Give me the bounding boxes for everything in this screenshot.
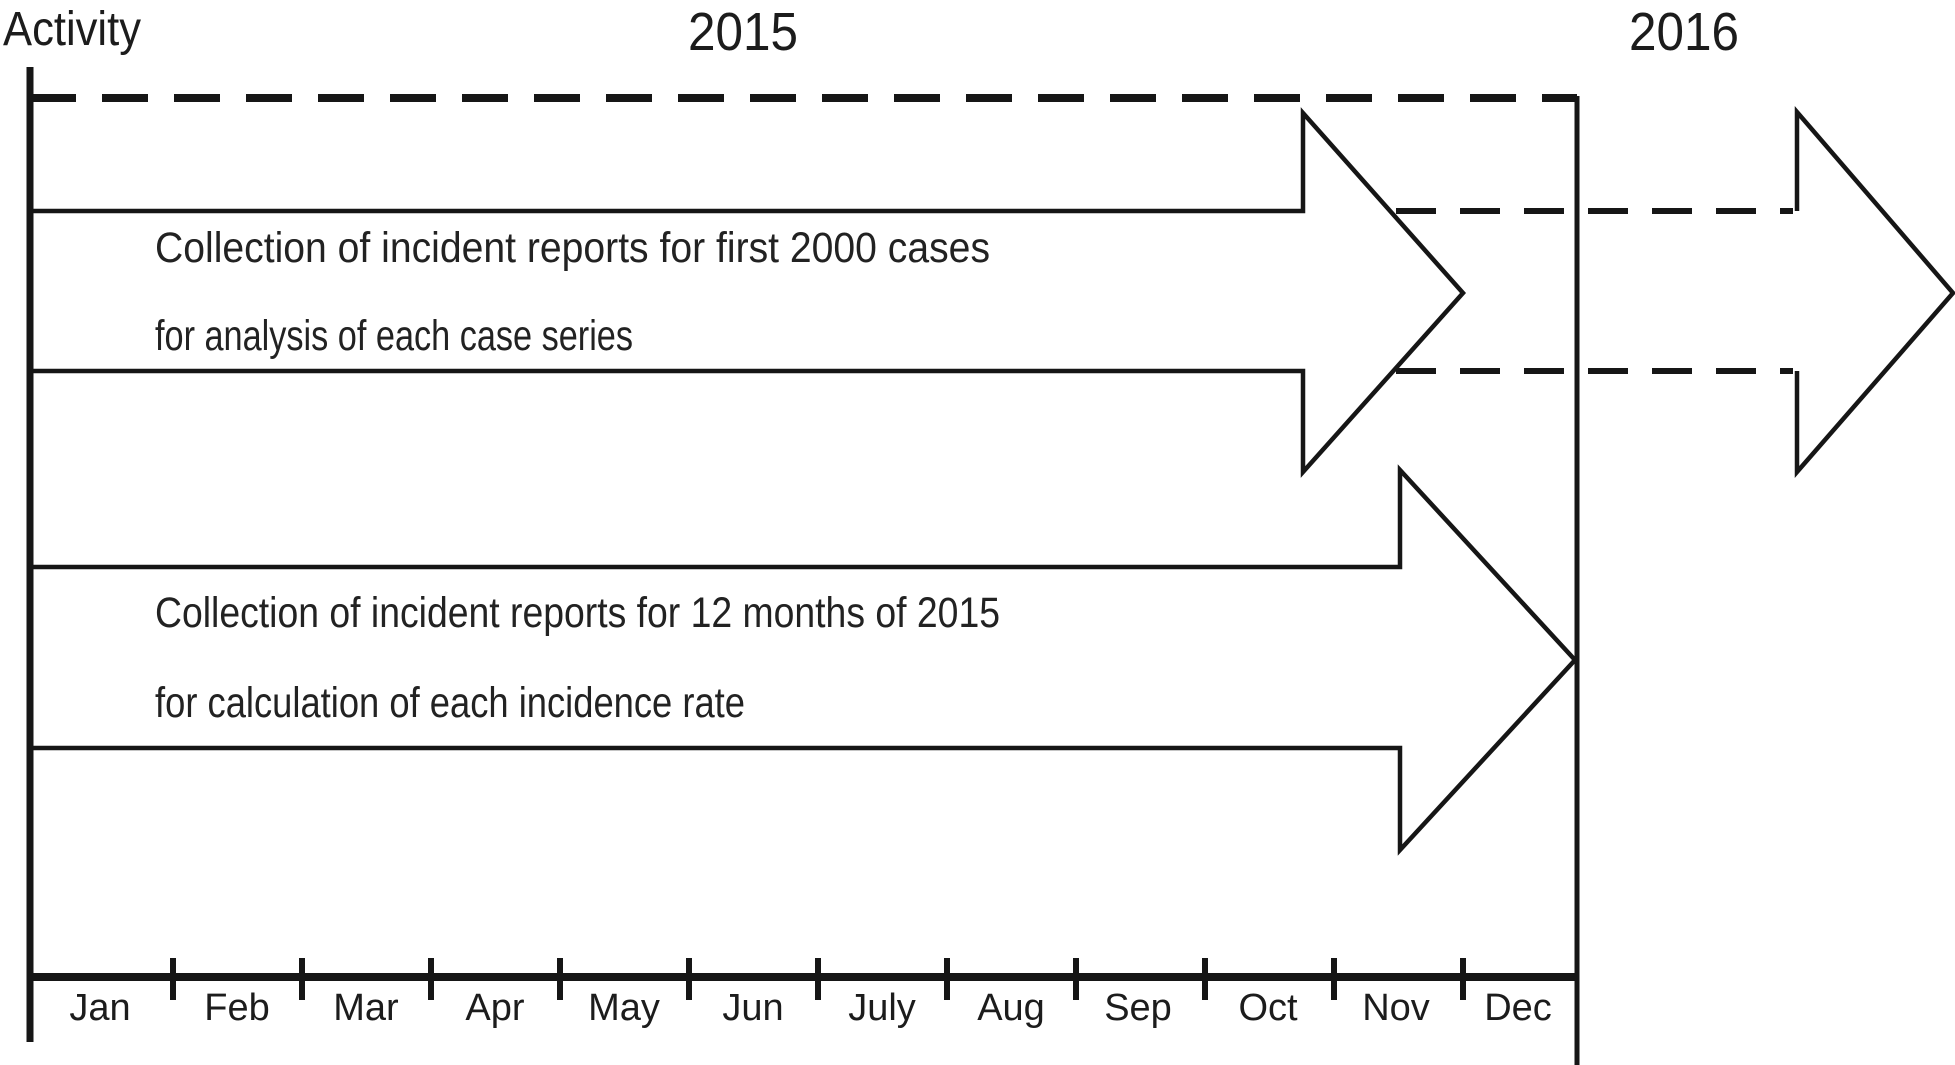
month-label: Dec (1484, 987, 1552, 1029)
month-label: Nov (1362, 987, 1430, 1029)
month-label: Jun (722, 987, 783, 1029)
incidence-rate-arrow-outline (30, 464, 1579, 856)
case-series-arrow-outline (30, 107, 1467, 478)
incidence-rate-arrow-text-line1: Collection of incident reports for 12 mo… (155, 589, 1000, 637)
month-label: Sep (1104, 987, 1172, 1029)
month-label: Apr (465, 987, 524, 1029)
month-label: Jan (69, 987, 130, 1029)
month-label: Mar (333, 987, 399, 1029)
incidence-rate-arrow-text-line2: for calculation of each incidence rate (155, 679, 745, 727)
year-2016-label: 2016 (1629, 2, 1739, 62)
case-series-arrow-text-line1: Collection of incident reports for first… (155, 224, 990, 272)
month-label: Oct (1238, 987, 1298, 1029)
month-label: May (588, 987, 660, 1029)
continuation-arrowhead (1794, 105, 1955, 479)
year-2015-label: 2015 (688, 2, 798, 62)
month-label: July (848, 987, 916, 1029)
activity-axis-label: Activity (3, 3, 141, 56)
case-series-arrow-text-line2: for analysis of each case series (155, 312, 633, 360)
month-label: Aug (977, 987, 1045, 1029)
month-label: Feb (204, 987, 269, 1029)
